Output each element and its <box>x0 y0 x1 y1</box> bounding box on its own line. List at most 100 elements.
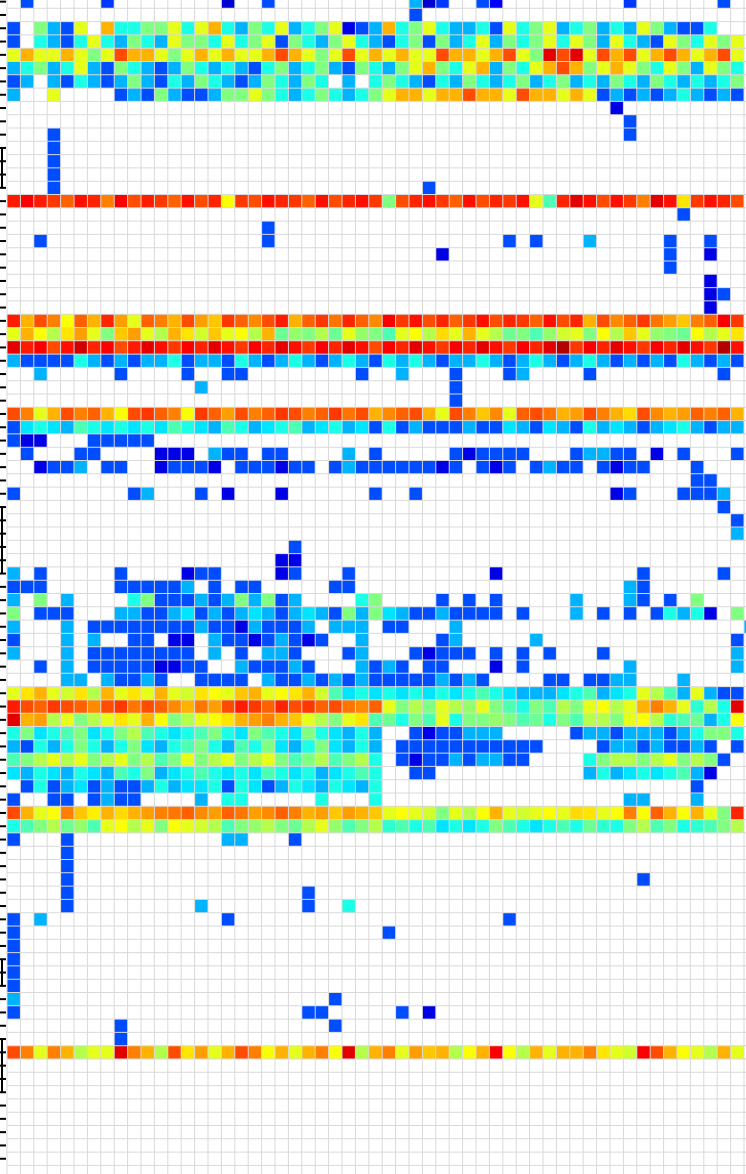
heatmap-cell <box>368 48 383 62</box>
heatmap-cell <box>288 779 302 793</box>
heatmap-cell <box>382 314 396 328</box>
heatmap-cell <box>114 460 128 474</box>
heatmap-cell <box>556 74 570 89</box>
heatmap-grid <box>6 0 746 1174</box>
heatmap-cell <box>60 314 74 328</box>
heatmap-cell <box>342 899 356 913</box>
heatmap-cell <box>382 713 396 727</box>
heatmap-cell <box>703 61 718 75</box>
heatmap-cell <box>275 633 289 647</box>
heatmap-cell <box>141 433 155 448</box>
heatmap-cell <box>167 819 182 833</box>
heatmap-cell <box>650 327 664 341</box>
heatmap-cell <box>596 407 610 421</box>
heatmap-cell <box>342 314 356 328</box>
heatmap-cell <box>529 354 543 368</box>
heatmap-cell <box>154 327 168 341</box>
heatmap-cell <box>234 699 249 714</box>
heatmap-cell <box>154 766 168 780</box>
heatmap-cell <box>623 806 637 820</box>
heatmap-cell <box>596 327 610 341</box>
heatmap-cell <box>663 407 677 421</box>
heatmap-cell <box>730 340 744 355</box>
heatmap-cell <box>476 806 490 820</box>
heatmap-cell <box>234 726 249 740</box>
heatmap-cell <box>342 407 356 421</box>
heatmap-cell <box>194 620 208 634</box>
heatmap-cell <box>7 327 21 341</box>
heatmap-cell <box>556 460 570 474</box>
heatmap-cell <box>730 606 744 621</box>
heatmap-cell <box>342 779 356 793</box>
heatmap-cell <box>717 327 731 341</box>
heatmap-cell <box>395 739 409 754</box>
heatmap-cell <box>342 354 356 368</box>
heatmap-cell <box>141 1045 155 1059</box>
heatmap-cell <box>422 673 436 687</box>
heatmap-cell <box>610 447 624 461</box>
heatmap-cell <box>516 354 530 368</box>
heatmap-cell <box>489 566 503 581</box>
heatmap-cell <box>100 779 115 793</box>
heatmap-cell <box>690 793 704 807</box>
heatmap-cell <box>610 726 624 740</box>
heatmap-cell <box>489 699 503 714</box>
heatmap-cell <box>47 340 61 355</box>
heatmap-cell <box>100 34 115 49</box>
heatmap-cell <box>208 566 222 581</box>
heatmap-cell <box>623 340 637 355</box>
heatmap-cell <box>690 21 704 35</box>
heatmap-cell <box>677 739 691 754</box>
heatmap-cell <box>368 354 383 368</box>
heatmap-cell <box>7 686 21 700</box>
heatmap-cell <box>288 686 302 700</box>
heatmap-cell <box>100 433 115 448</box>
heatmap-cell <box>234 354 249 368</box>
heatmap-cell <box>342 699 356 714</box>
heatmap-cell <box>288 327 302 341</box>
heatmap-cell <box>583 420 597 434</box>
heatmap-cell <box>47 61 61 75</box>
heatmap-cell <box>703 327 718 341</box>
heatmap-cell <box>315 806 329 820</box>
heatmap-cell <box>636 566 651 581</box>
heatmap-cell <box>87 793 101 807</box>
heatmap-cell <box>141 660 155 674</box>
heatmap-cell <box>7 939 21 953</box>
heatmap-cell <box>288 540 302 554</box>
heatmap-cell <box>730 713 744 727</box>
heatmap-cell <box>677 420 691 434</box>
heatmap-cell <box>275 673 289 687</box>
heatmap-cell <box>60 673 74 687</box>
heatmap-cell <box>301 88 316 102</box>
heatmap-cell <box>248 340 262 355</box>
heatmap-cell <box>476 460 490 474</box>
heatmap-cell <box>33 314 48 328</box>
heatmap-cell <box>529 699 543 714</box>
heatmap-cell <box>261 314 275 328</box>
heatmap-cell <box>261 354 275 368</box>
heatmap-cell <box>181 686 195 700</box>
heatmap-cell <box>234 74 249 89</box>
heatmap-cell <box>502 327 517 341</box>
heatmap-cell <box>462 606 476 621</box>
heatmap-cell <box>516 194 530 208</box>
heatmap-cell <box>435 34 450 49</box>
heatmap-cell <box>7 566 21 581</box>
heatmap-cell <box>717 407 731 421</box>
heatmap-cell <box>114 766 128 780</box>
heatmap-cell <box>261 779 275 793</box>
heatmap-cell <box>583 234 597 248</box>
heatmap-cell <box>328 48 342 62</box>
heatmap-cell <box>502 806 517 820</box>
heatmap-cell <box>194 487 208 501</box>
heatmap-cell <box>650 354 664 368</box>
heatmap-cell <box>409 699 423 714</box>
heatmap-cell <box>127 766 141 780</box>
heatmap-cell <box>368 61 383 75</box>
heatmap-cell <box>409 460 423 474</box>
heatmap-cell <box>703 74 718 89</box>
heatmap-cell <box>33 327 48 341</box>
heatmap-cell <box>275 34 289 49</box>
heatmap-cell <box>194 699 208 714</box>
